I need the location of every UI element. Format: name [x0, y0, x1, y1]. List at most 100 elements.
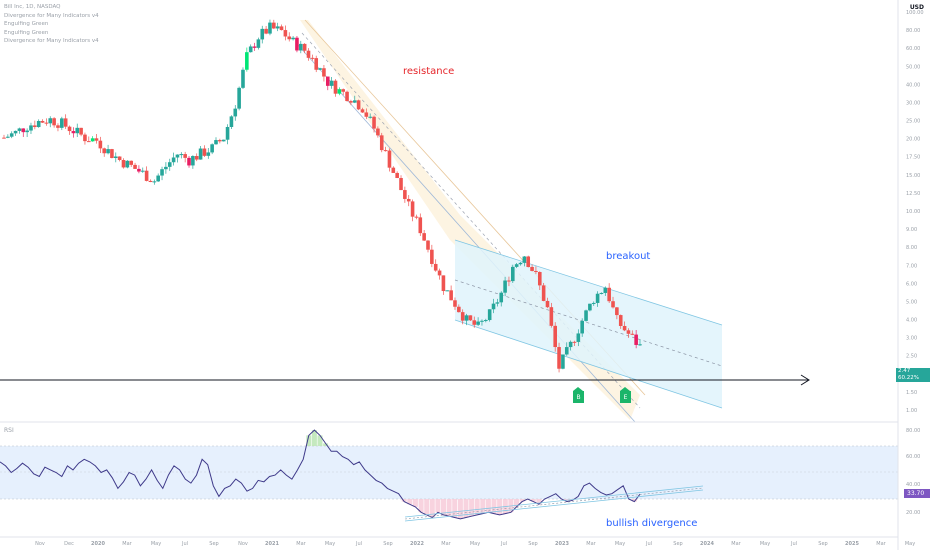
candle-body	[618, 315, 623, 326]
candles-group	[2, 19, 642, 373]
price-tick-label: 1.00	[906, 408, 917, 414]
time-tick-label: Jul	[790, 541, 797, 547]
price-axis[interactable]: 100.00 80.00 60.00 50.00 40.00 30.00 25.00 20.0…	[906, 10, 924, 414]
candle-body	[634, 334, 638, 345]
legend-indicator-1[interactable]: Divergence for Many Indicators v4	[4, 12, 99, 19]
currency-label[interactable]: USD	[909, 4, 924, 11]
candle-body	[310, 57, 315, 59]
rsi-line	[0, 429, 641, 520]
candle-body	[526, 256, 531, 267]
candle-body	[225, 126, 230, 140]
candle-body	[125, 160, 130, 168]
rsi-tick-label: 60.00	[906, 454, 920, 460]
time-tick-label: 2021	[265, 541, 279, 547]
time-tick-label: Dec	[64, 541, 74, 547]
candle-body	[445, 290, 450, 292]
candle-body	[175, 154, 180, 158]
candle-body	[607, 287, 611, 302]
candle-body	[622, 325, 627, 331]
candle-body	[6, 136, 10, 138]
candle-body	[291, 37, 295, 40]
candle-body	[121, 159, 126, 168]
candle-body	[603, 287, 608, 293]
candle-body	[399, 177, 403, 191]
breakout-lower-line	[454, 319, 723, 409]
time-tick-label: May	[470, 541, 480, 547]
candle-body	[256, 39, 261, 48]
candle-body	[611, 301, 615, 308]
legend-indicator-4[interactable]: Divergence for Many Indicators v4	[4, 38, 99, 44]
candle-body	[137, 168, 141, 172]
candle-body	[360, 109, 365, 113]
time-tick-label: Sep	[383, 541, 392, 547]
candle-body	[449, 290, 453, 301]
candle-body	[580, 320, 584, 334]
candle-body	[83, 134, 87, 142]
candle-body	[117, 156, 122, 160]
price-tick-label: 80.00	[906, 28, 920, 34]
rsi-legend[interactable]: RSI	[4, 427, 14, 434]
time-tick-label: May	[905, 541, 915, 547]
price-tick-label: 30.00	[906, 100, 920, 106]
breakout-annotation: breakout	[606, 251, 651, 262]
resistance-annotation: resistance	[403, 66, 455, 77]
candle-body	[287, 36, 292, 40]
candle-body	[167, 162, 172, 167]
candle-body	[306, 50, 311, 58]
candle-body	[229, 116, 234, 127]
candle-body	[568, 341, 573, 348]
time-axis[interactable]: Nov Dec 2020 Mar May Jul Sep Nov 2021 Mar May Jul Se…	[35, 541, 915, 547]
candle-body	[337, 89, 342, 94]
candle-body	[191, 156, 195, 166]
candle-body	[503, 280, 507, 293]
legend-indicator-3[interactable]: Engulfing Green	[4, 29, 49, 36]
candle-body	[183, 154, 187, 158]
candle-body	[441, 275, 446, 292]
candle-body	[264, 28, 268, 34]
last-price-tag: 2.47 60.22%	[896, 368, 930, 382]
candle-body	[144, 170, 149, 181]
candle-body	[67, 126, 72, 132]
candle-body	[352, 100, 357, 103]
candle-body	[171, 157, 176, 163]
candle-body	[98, 140, 103, 149]
candle-body	[495, 302, 500, 304]
candle-body	[140, 170, 145, 172]
buy-marker-2[interactable]: E	[620, 387, 631, 403]
candle-body	[395, 172, 399, 178]
rsi-axis[interactable]: 80.00 60.00 40.00 20.00	[906, 428, 920, 516]
candle-body	[9, 133, 14, 137]
candle-body	[453, 300, 457, 307]
bullish-divergence-annotation: bullish divergence	[606, 518, 698, 529]
candle-body	[545, 300, 550, 308]
marker-label: B	[576, 394, 581, 401]
candle-body	[430, 249, 434, 264]
price-tick-label: 100.00	[906, 10, 924, 16]
time-tick-label: Mar	[731, 541, 741, 547]
candle-body	[460, 312, 465, 321]
breakout-channel-fill	[455, 240, 722, 408]
candle-body	[422, 233, 426, 241]
candle-body	[376, 128, 380, 136]
candle-body	[468, 315, 473, 321]
legend-indicator-2[interactable]: Engulfing Green	[4, 21, 49, 27]
price-tick-label: 9.00	[906, 227, 917, 233]
candle-body	[511, 266, 515, 282]
candle-body	[221, 139, 226, 142]
time-tick-label: Jul	[500, 541, 507, 547]
buy-marker-1[interactable]: B	[573, 387, 584, 403]
legend-symbol[interactable]: Bill Inc, 1D, NASDAQ	[4, 4, 61, 10]
last-price-change: 60.22%	[898, 375, 919, 381]
candle-body	[599, 292, 604, 294]
candle-body	[426, 240, 430, 250]
candle-body	[241, 69, 245, 88]
candle-body	[272, 22, 276, 29]
candle-body	[403, 190, 407, 199]
candle-body	[13, 130, 18, 134]
time-tick-label: May	[760, 541, 770, 547]
divergence-upper-line	[404, 485, 704, 518]
candle-body	[302, 43, 307, 51]
time-tick-label: May	[615, 541, 625, 547]
marker-label: E	[623, 394, 628, 401]
